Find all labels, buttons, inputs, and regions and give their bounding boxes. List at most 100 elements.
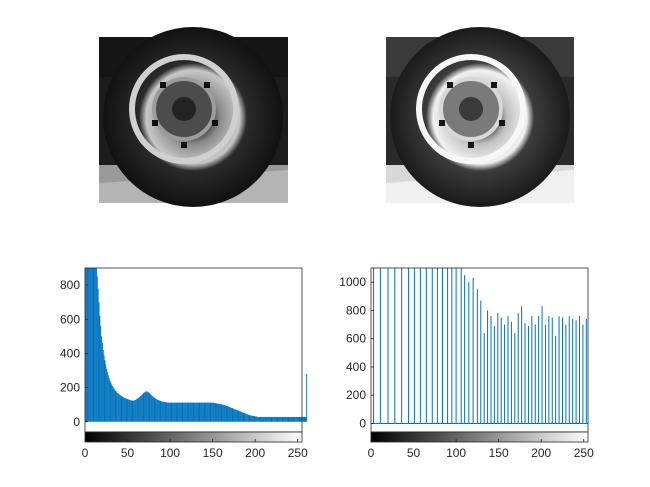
histogram-bar	[211, 402, 213, 422]
histogram-bar	[159, 400, 161, 422]
histogram-bar	[158, 400, 160, 422]
x-tick-label: 100	[160, 446, 180, 460]
histogram-bar	[263, 416, 264, 422]
histogram-bar	[174, 402, 175, 422]
histogram-bar	[234, 409, 236, 422]
y-tick-label: 0	[359, 417, 366, 431]
histogram-bar	[256, 416, 258, 422]
histogram-bar	[142, 393, 144, 422]
histogram-bar	[224, 405, 225, 422]
histogram-bar	[177, 402, 179, 422]
histogram-bar	[147, 392, 149, 422]
histogram-bar	[149, 393, 151, 422]
histogram-bar	[146, 391, 147, 422]
histogram-bar	[153, 397, 155, 422]
histogram-bar	[274, 416, 275, 422]
histogram-bar	[277, 416, 279, 422]
histogram-bar	[233, 408, 235, 422]
histogram-bar	[288, 416, 290, 422]
histogram-bar	[279, 416, 281, 422]
x-tick-label: 200	[245, 446, 265, 460]
x-tick-label: 0	[82, 446, 89, 460]
histogram-bar	[222, 404, 224, 422]
histogram-bar	[291, 416, 293, 422]
histogram-bar	[225, 405, 227, 422]
histogram-bar	[108, 378, 110, 422]
histogram-bar	[128, 399, 130, 422]
histogram-bar	[129, 399, 130, 422]
histogram-bar	[175, 402, 177, 422]
histogram-bar	[160, 401, 162, 422]
histogram-bar	[210, 402, 212, 422]
histogram-bar	[229, 407, 231, 422]
histogram-bar	[188, 402, 190, 422]
histogram-bar	[162, 401, 164, 422]
histogram-bar	[86, 268, 88, 422]
histogram-bar	[148, 392, 150, 422]
histogram-bar	[178, 402, 180, 422]
histogram-bar	[164, 402, 166, 422]
histogram-bar	[98, 302, 100, 422]
histogram-bar	[92, 268, 94, 422]
histogram-bar	[217, 403, 219, 422]
histogram-bar	[133, 400, 135, 422]
histogram-bar	[180, 402, 182, 422]
histogram-bar	[132, 400, 134, 422]
histogram-bar	[162, 401, 164, 422]
x-tick-label: 250	[574, 446, 594, 460]
histogram-bar	[90, 268, 92, 422]
histogram-bar	[183, 402, 185, 422]
x-tick-label: 150	[489, 446, 509, 460]
histogram-bar	[263, 416, 265, 422]
histogram-bar	[121, 396, 123, 422]
histogram-bar	[117, 393, 119, 422]
histogram-bar	[289, 416, 291, 422]
histogram-bar	[179, 402, 180, 422]
histogram-bar	[207, 402, 209, 422]
histogram-bar	[125, 398, 127, 422]
histogram-bar	[266, 416, 268, 422]
histogram-bar	[223, 404, 225, 422]
histogram-bar	[232, 408, 234, 422]
histogram-bar	[274, 416, 276, 422]
histogram-bar	[230, 407, 232, 422]
histogram-bar	[255, 416, 257, 422]
histogram-bar	[161, 401, 163, 422]
histogram-bar	[219, 404, 221, 422]
grayscale-colorbar	[370, 431, 589, 443]
histogram-bar	[294, 416, 296, 422]
histogram-bar	[90, 268, 91, 422]
histogram-bar	[218, 403, 219, 422]
wheel-image-equalized	[386, 27, 574, 207]
histogram-bar	[85, 268, 87, 422]
histogram-bar	[197, 402, 199, 422]
histogram-bar	[110, 382, 112, 422]
histogram-bar	[212, 402, 214, 422]
histogram-original: 0 200 400 600 800 0 50 100 150 200 250	[60, 267, 308, 460]
histogram-bar	[186, 402, 188, 422]
histogram-bar	[184, 402, 186, 422]
histogram-bar	[151, 396, 153, 422]
histogram-bar	[257, 416, 258, 422]
histogram-bar	[268, 416, 269, 422]
histogram-bar	[200, 402, 202, 422]
histogram-bar	[208, 402, 210, 422]
x-tick-label: 250	[288, 446, 308, 460]
histogram-bar	[254, 416, 256, 422]
histogram-bar	[239, 411, 241, 422]
histogram-bar	[171, 402, 173, 422]
histogram-bar	[123, 397, 125, 422]
histogram-bar	[179, 402, 181, 422]
histogram-bar	[282, 416, 284, 422]
histogram-bar	[206, 402, 208, 422]
histogram-bar	[145, 391, 147, 422]
histogram-bar	[214, 403, 216, 422]
histogram-bar	[242, 412, 244, 422]
histogram-bar	[238, 410, 240, 422]
histogram-bar	[189, 402, 191, 422]
histogram-bar	[290, 416, 292, 422]
histogram-bar	[115, 391, 117, 422]
histogram-bar	[107, 375, 109, 422]
histogram-bar	[169, 402, 171, 422]
histogram-bar	[245, 413, 247, 422]
